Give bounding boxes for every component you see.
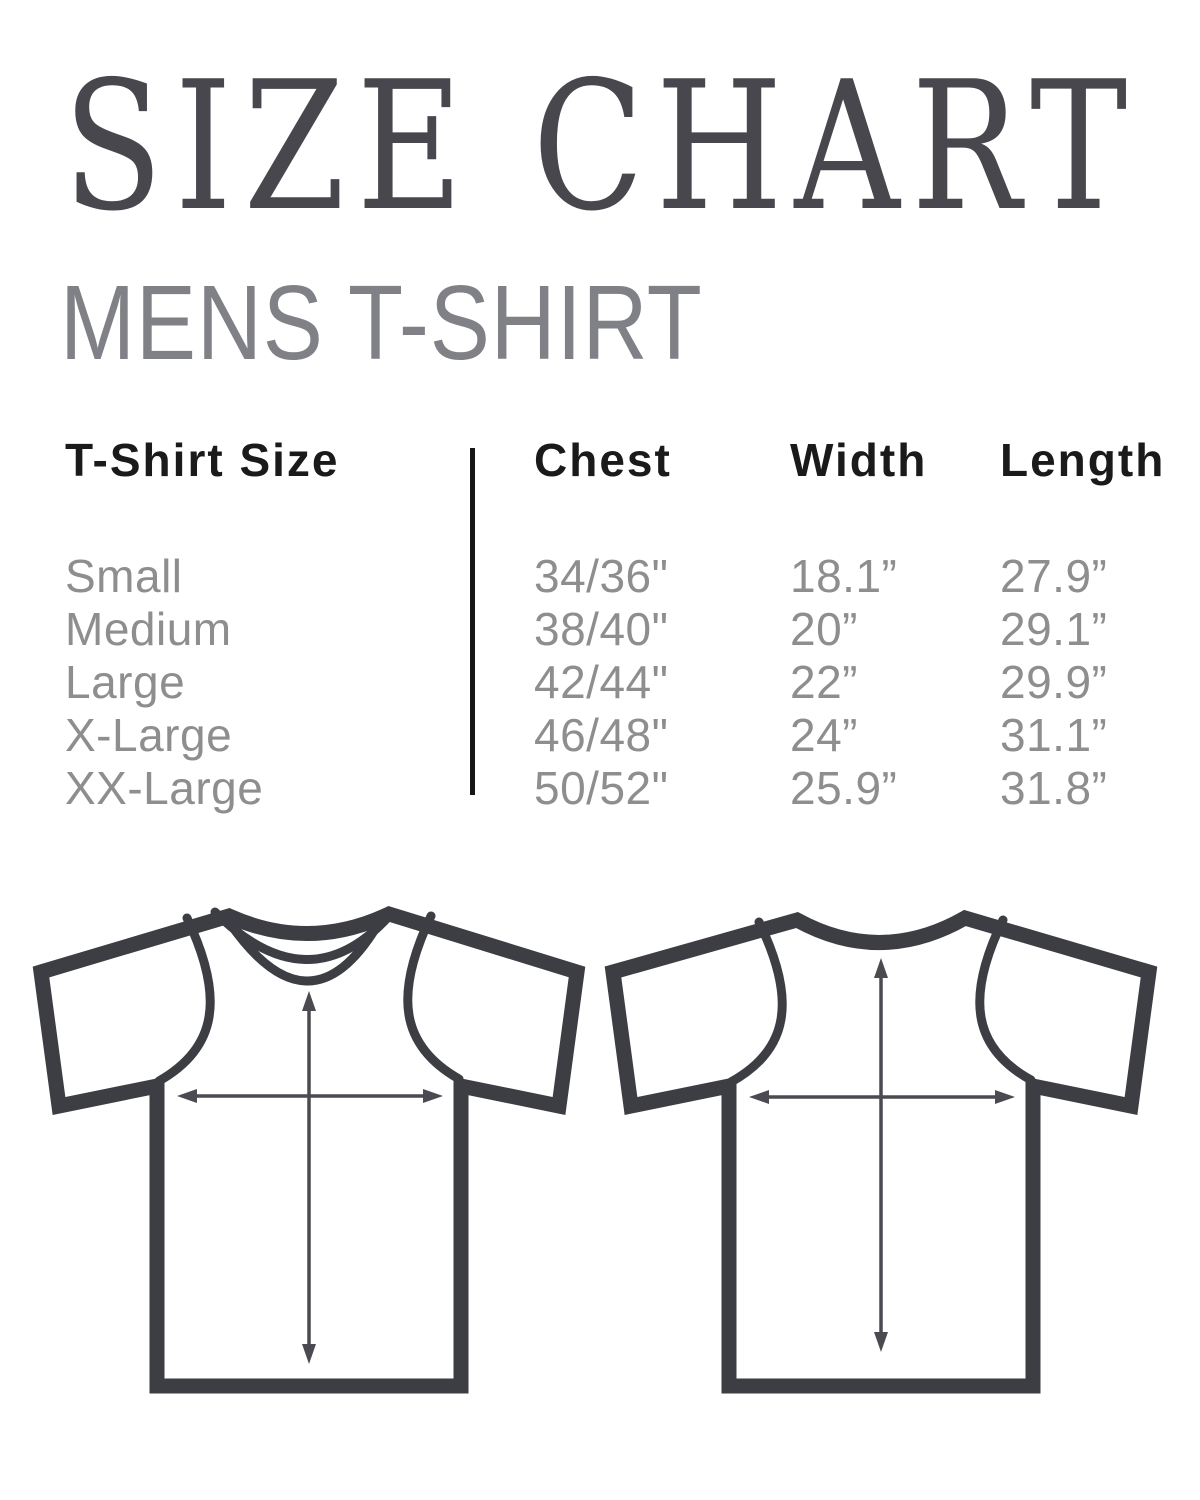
- width-cell: 18.1”: [790, 550, 898, 602]
- size-cell: Medium: [65, 603, 232, 655]
- length-cell: 31.1”: [1000, 709, 1108, 761]
- table-row-x-large: X-Large 46/48" 24” 31.1”: [65, 709, 1175, 762]
- table-row-large: Large 42/44" 22” 29.9”: [65, 656, 1175, 709]
- table-row-small: Small 34/36" 18.1” 27.9”: [65, 550, 1175, 603]
- right-sleeve-seam: [403, 911, 464, 1084]
- length-cell: 31.8”: [1000, 762, 1108, 814]
- column-header-width: Width: [790, 434, 928, 486]
- left-sleeve-seam: [726, 917, 787, 1087]
- chest-cell: 42/44": [534, 656, 669, 708]
- width-arrow-icon: [749, 1090, 1015, 1104]
- right-sleeve-seam: [975, 915, 1036, 1085]
- length-cell: 29.9”: [1000, 656, 1108, 708]
- size-cell: XX-Large: [65, 762, 264, 814]
- width-cell: 22”: [790, 656, 858, 708]
- column-header-chest: Chest: [534, 434, 672, 486]
- size-cell: X-Large: [65, 709, 233, 761]
- tshirt-back-diagram: [604, 909, 1158, 1394]
- column-header-size: T-Shirt Size: [65, 434, 340, 486]
- width-cell: 24”: [790, 709, 858, 761]
- page-subtitle: MENS T-SHIRT: [60, 264, 703, 382]
- width-cell: 25.9”: [790, 762, 898, 814]
- size-table: T-Shirt Size Chest Width Length Small 34…: [65, 436, 1175, 815]
- chest-cell: 46/48": [534, 709, 669, 761]
- chest-cell: 38/40": [534, 603, 669, 655]
- size-table-body: Small 34/36" 18.1” 27.9” Medium 38/40" 2…: [65, 550, 1175, 815]
- table-divider-line: [470, 448, 475, 795]
- length-cell: 29.1”: [1000, 603, 1108, 655]
- page-title: SIZE CHART: [63, 43, 1139, 250]
- tshirt-front-diagram: [32, 905, 586, 1394]
- size-table-header-row: T-Shirt Size Chest Width Length: [65, 436, 1175, 484]
- size-cell: Small: [65, 550, 183, 602]
- table-row-medium: Medium 38/40" 20” 29.1”: [65, 603, 1175, 656]
- chest-cell: 34/36": [534, 550, 669, 602]
- length-arrow-icon: [874, 958, 888, 1352]
- length-arrow-icon: [302, 991, 316, 1364]
- width-cell: 20”: [790, 603, 858, 655]
- table-row-xx-large: XX-Large 50/52" 25.9” 31.8”: [65, 762, 1175, 815]
- width-arrow-icon: [177, 1089, 443, 1103]
- left-sleeve-seam: [154, 913, 215, 1086]
- column-header-length: Length: [1000, 434, 1166, 486]
- chest-cell: 50/52": [534, 762, 669, 814]
- size-cell: Large: [65, 656, 186, 708]
- length-cell: 27.9”: [1000, 550, 1108, 602]
- collar-inner-line: [224, 917, 382, 986]
